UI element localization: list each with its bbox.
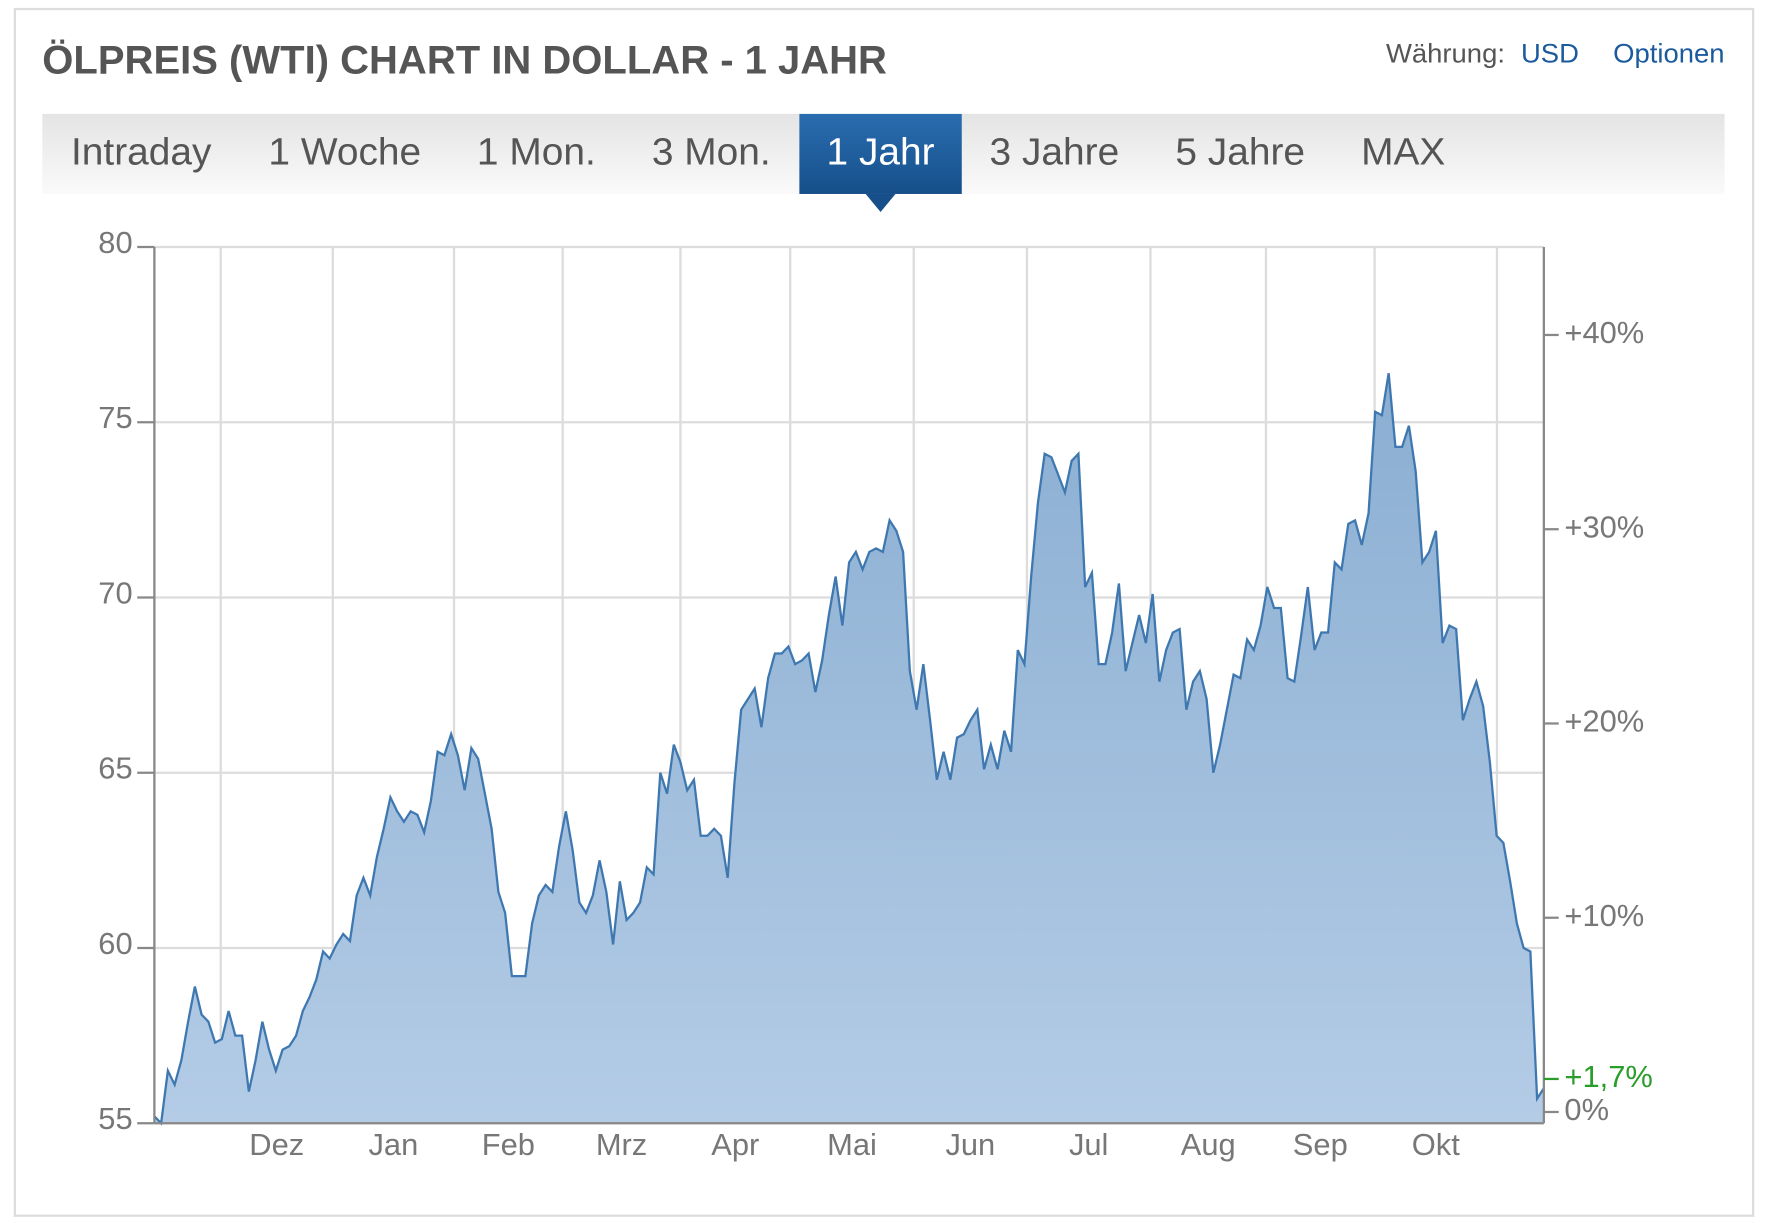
x-tick-label: Dez bbox=[249, 1128, 304, 1162]
annotation: +1,7% bbox=[1564, 1060, 1652, 1094]
currency-link[interactable]: USD bbox=[1521, 38, 1579, 69]
x-tick-label: Jan bbox=[369, 1128, 419, 1162]
y2-tick-label: 0% bbox=[1564, 1093, 1609, 1127]
tab-pointer bbox=[865, 193, 896, 213]
line bbox=[153, 372, 1545, 1126]
tab[interactable]: 3 Mon. bbox=[652, 131, 771, 174]
y2-tick-label: +40% bbox=[1564, 316, 1644, 350]
y2-tick-label: +20% bbox=[1564, 705, 1644, 739]
title: ÖLPREIS (WTI) CHART IN DOLLAR - 1 JAHR bbox=[42, 38, 887, 83]
y-tick-label: 80 bbox=[98, 226, 132, 260]
x-tick-label: Mai bbox=[827, 1128, 877, 1162]
y2-tick-label: +30% bbox=[1564, 510, 1644, 544]
x-tick-label: Jun bbox=[945, 1128, 995, 1162]
currency-label: Währung: bbox=[1386, 38, 1505, 69]
y-tick-label: 55 bbox=[98, 1102, 132, 1136]
options-link[interactable]: Optionen bbox=[1613, 38, 1724, 69]
active-tab bbox=[799, 113, 962, 194]
tab[interactable]: MAX bbox=[1361, 131, 1445, 174]
y-tick-label: 75 bbox=[98, 401, 132, 435]
x-tick-label: Okt bbox=[1412, 1128, 1461, 1162]
tab[interactable]: 1 Woche bbox=[268, 131, 421, 174]
x-tick-label: Feb bbox=[482, 1128, 535, 1162]
y-tick-label: 60 bbox=[98, 927, 132, 961]
x-tick-label: Aug bbox=[1181, 1128, 1236, 1162]
tab[interactable]: 5 Jahre bbox=[1175, 131, 1305, 174]
y-tick-label: 70 bbox=[98, 576, 132, 610]
x-tick-label: Apr bbox=[711, 1128, 759, 1162]
x-tick-label: Sep bbox=[1293, 1128, 1348, 1162]
tab[interactable]: 3 Jahre bbox=[990, 131, 1120, 174]
x-tick-label: Mrz bbox=[596, 1128, 647, 1162]
tab[interactable]: 1 Mon. bbox=[477, 131, 596, 174]
y2-tick-label: +10% bbox=[1564, 899, 1644, 933]
y-tick-label: 65 bbox=[98, 752, 132, 786]
area-fill bbox=[154, 373, 1544, 1124]
x-tick-label: Jul bbox=[1069, 1128, 1108, 1162]
tab[interactable]: Intraday bbox=[71, 131, 212, 174]
tab[interactable]: 1 Jahr bbox=[827, 131, 935, 174]
